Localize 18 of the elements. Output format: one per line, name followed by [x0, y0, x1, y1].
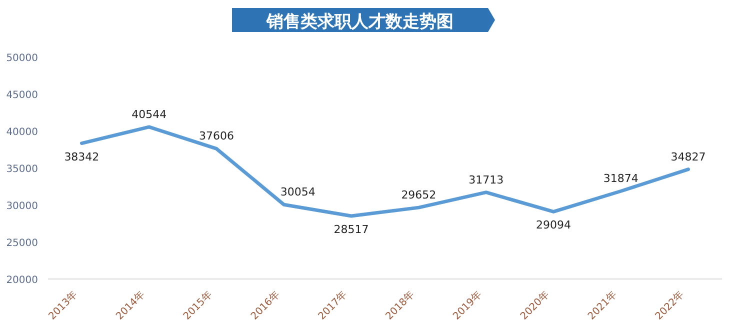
chart-title: 销售类求职人才数走势图 — [266, 12, 454, 32]
data-label: 31874 — [603, 172, 638, 186]
data-label: 34827 — [670, 150, 706, 164]
y-tick-label: 50000 — [6, 53, 38, 64]
data-label: 38342 — [64, 150, 100, 164]
y-tick-label: 25000 — [6, 238, 38, 249]
data-label: 28517 — [334, 222, 369, 236]
data-label: 31713 — [468, 173, 504, 186]
data-label: 40544 — [132, 108, 167, 121]
data-label: 30054 — [280, 186, 316, 199]
y-tick-label: 35000 — [6, 164, 38, 175]
y-tick-label: 30000 — [6, 201, 38, 212]
data-label: 29652 — [401, 188, 436, 202]
y-tick-label: 20000 — [6, 275, 38, 286]
data-label: 37606 — [199, 130, 234, 143]
y-tick-label: 45000 — [6, 90, 38, 101]
y-tick-label: 40000 — [6, 127, 38, 138]
data-label: 29094 — [536, 218, 571, 232]
